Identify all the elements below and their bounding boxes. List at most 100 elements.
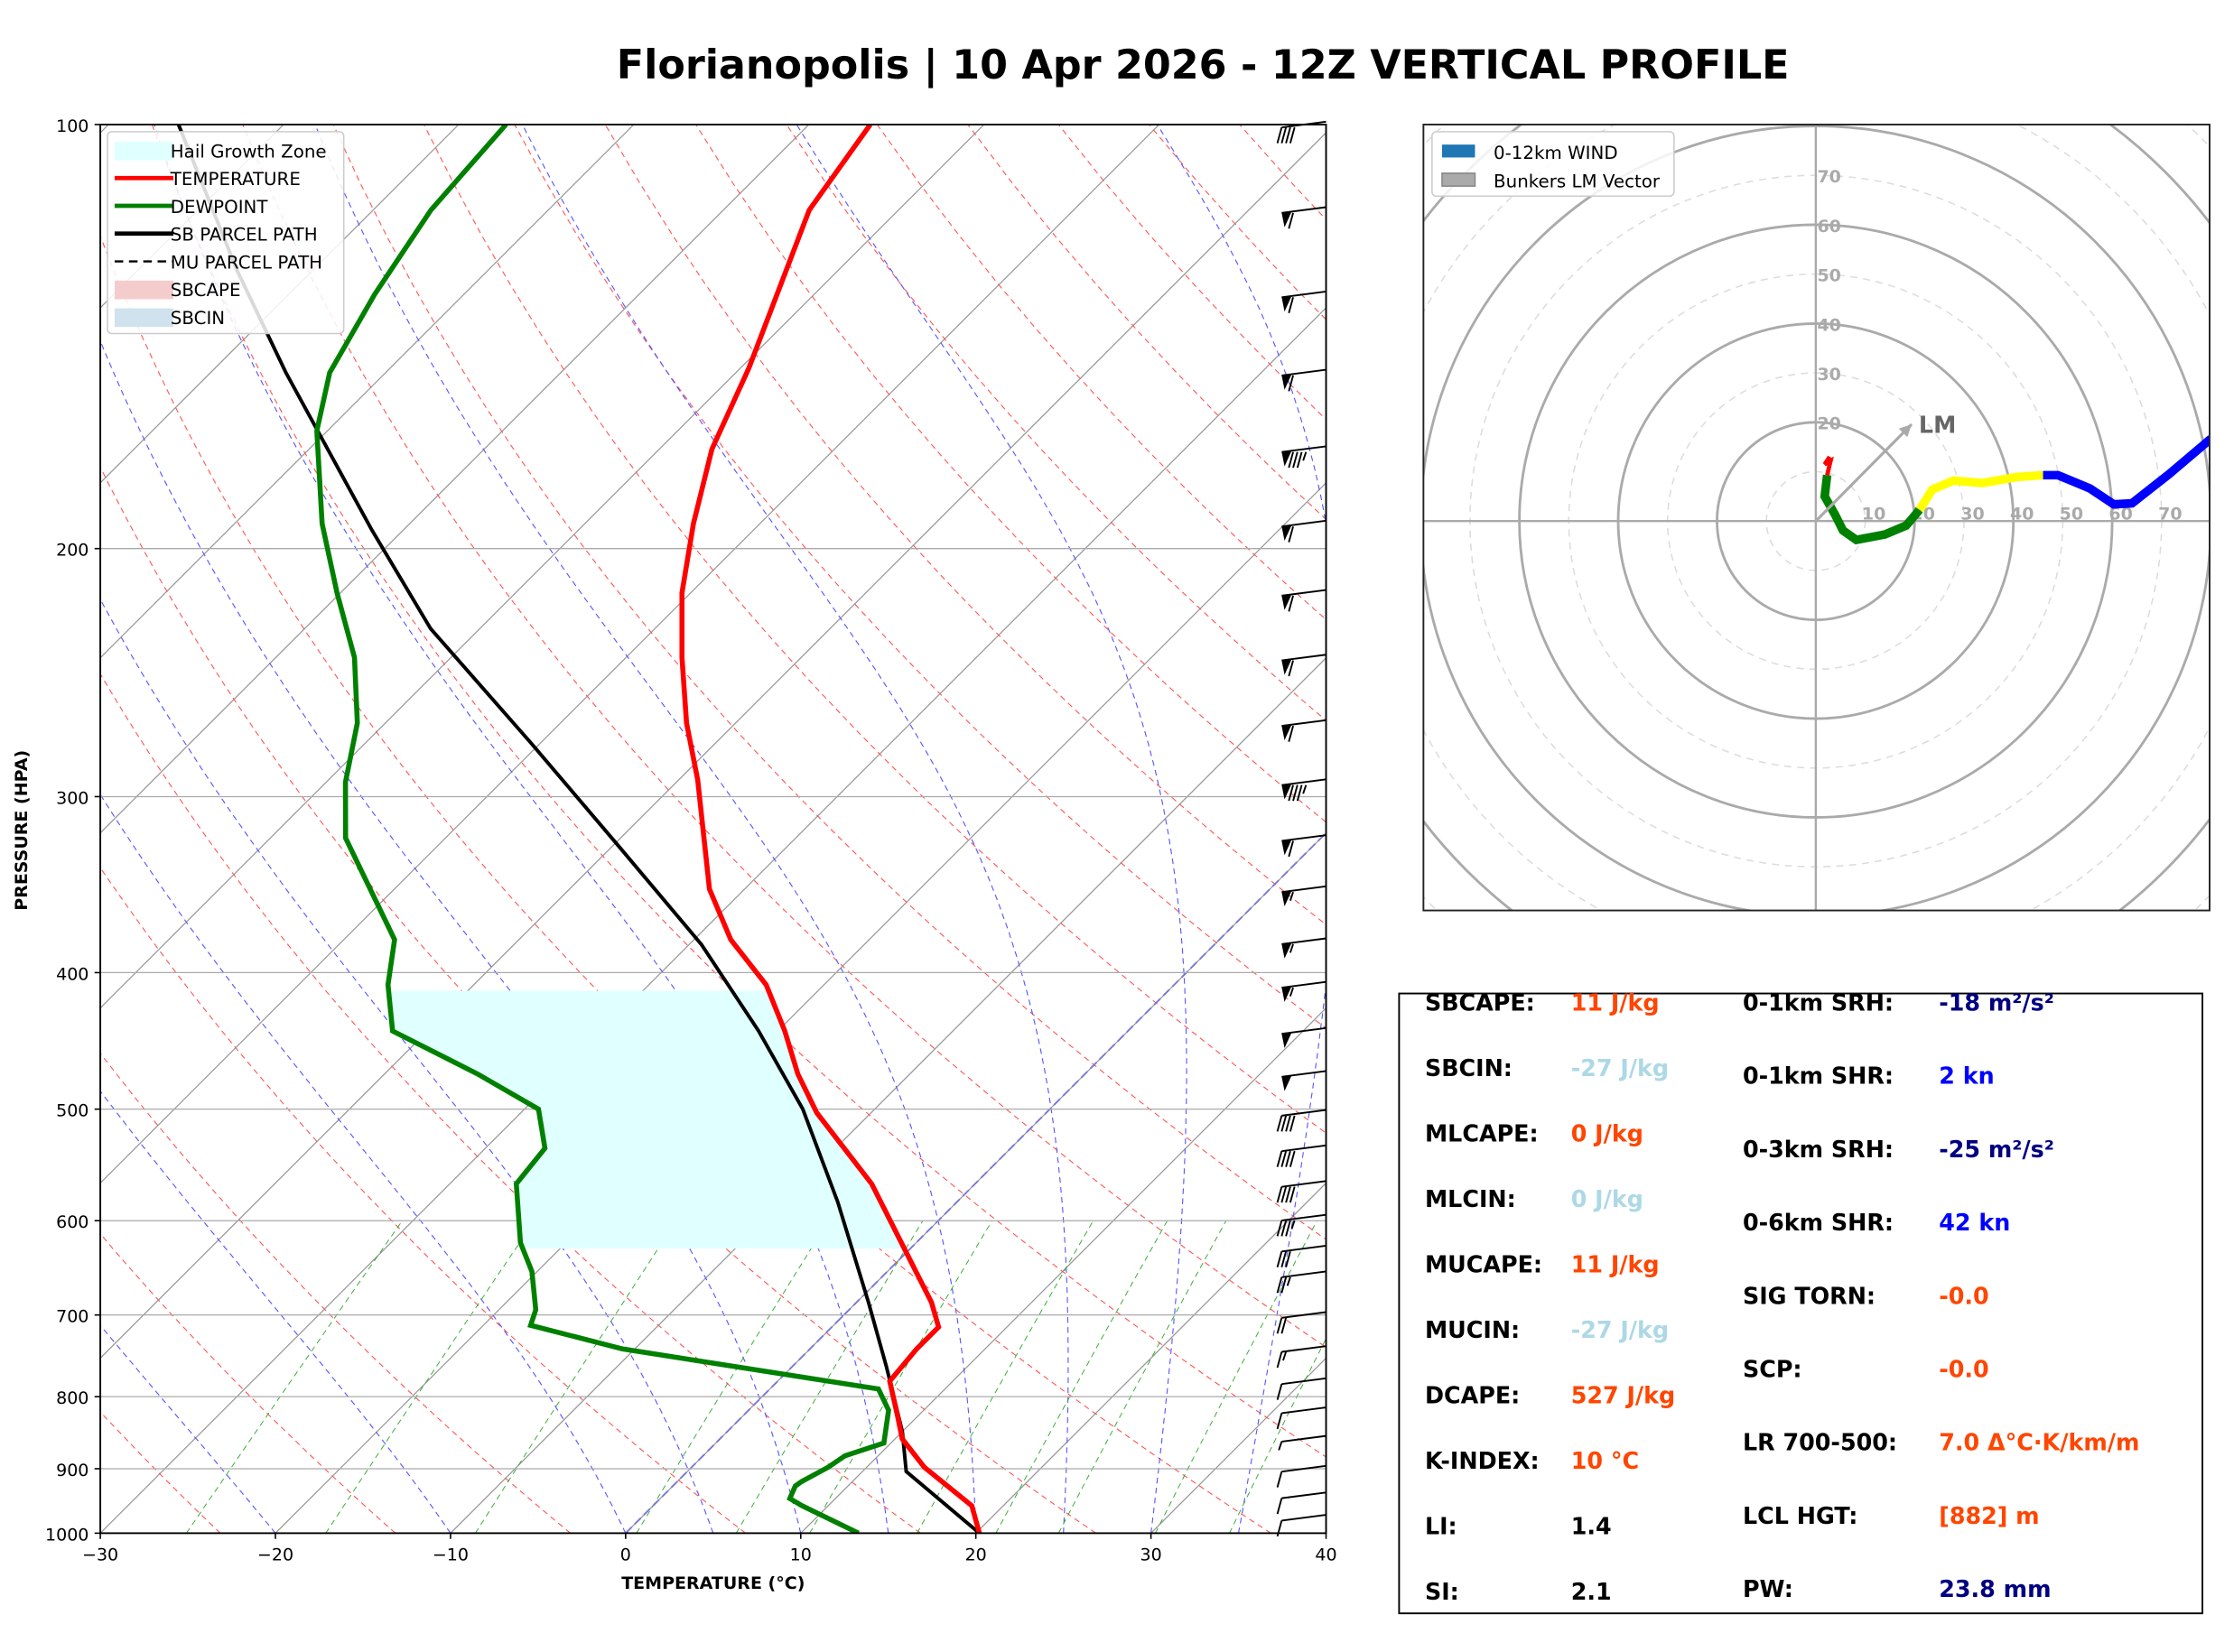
moist-adiabat bbox=[100, 598, 714, 1534]
isotherm bbox=[625, 831, 1326, 1534]
ring-label-y: 40 bbox=[1817, 315, 1840, 335]
stat-value: 11 J/kg bbox=[1571, 989, 1660, 1016]
ring-label-x: 10 bbox=[1862, 505, 1885, 524]
figure-title: Florianopolis | 10 Apr 2026 - 12Z VERTIC… bbox=[617, 42, 1790, 88]
wind-barb bbox=[1281, 834, 1326, 858]
wind-barb bbox=[1281, 719, 1326, 742]
hodograph-segment bbox=[2043, 435, 2210, 509]
ring-label-x: 60 bbox=[2108, 505, 2132, 524]
stat-label: 0-1km SHR: bbox=[1743, 1063, 1894, 1090]
hodograph-legend: 0-12km WIND Bunkers LM Vector bbox=[1431, 131, 1675, 198]
y-axis-label: PRESSURE (HPA) bbox=[12, 750, 32, 911]
wind-barb bbox=[1281, 885, 1326, 907]
hodograph-frame bbox=[1422, 124, 2211, 912]
wind-barb bbox=[1281, 937, 1326, 959]
stat-value: [882] m bbox=[1939, 1502, 2039, 1529]
dry-adiabat bbox=[514, 124, 1326, 1029]
legend-item: SB PARCEL PATH bbox=[114, 225, 318, 246]
legend-label: SBCIN bbox=[171, 308, 225, 329]
x-tick-label: 0 bbox=[620, 1545, 631, 1565]
wind-barb bbox=[1276, 1244, 1326, 1267]
mixing-ratio-line bbox=[1155, 1220, 1317, 1534]
isotherm bbox=[975, 1182, 1326, 1534]
stat-label: SIG TORN: bbox=[1743, 1282, 1876, 1309]
mixing-ratio-line bbox=[1057, 1220, 1227, 1534]
stat-value: 11 J/kg bbox=[1571, 1250, 1660, 1277]
wind-barb bbox=[1281, 368, 1326, 392]
moist-adiabat bbox=[796, 124, 1187, 1534]
dry-adiabat bbox=[100, 235, 1271, 1534]
hodograph-segment bbox=[1822, 455, 1834, 476]
ring-label-y: 30 bbox=[1817, 365, 1840, 385]
stat-label: SI: bbox=[1425, 1578, 1459, 1605]
stat-label: 0-6km SHR: bbox=[1743, 1209, 1894, 1236]
wind-barb bbox=[1276, 1406, 1326, 1430]
temperature-line bbox=[679, 124, 982, 1534]
stat-label: 0-3km SRH: bbox=[1743, 1136, 1894, 1163]
skewt-profiles bbox=[176, 124, 982, 1534]
ring-label-y: 20 bbox=[1817, 414, 1840, 434]
dry-adiabat bbox=[100, 466, 1096, 1534]
wind-barb bbox=[1276, 1270, 1326, 1294]
moist-adiabat bbox=[100, 1324, 276, 1534]
mixing-ratio-line bbox=[636, 1220, 830, 1534]
mixing-ratio-line bbox=[995, 1220, 1168, 1534]
mixing-ratio-line bbox=[809, 1220, 993, 1534]
dry-adiabat bbox=[151, 124, 1326, 1458]
sb-parcel-path bbox=[176, 124, 981, 1534]
wind-barb bbox=[1276, 1213, 1326, 1237]
legend-label: TEMPERATURE bbox=[170, 169, 301, 190]
wind-barb bbox=[1281, 980, 1326, 1002]
legend-label: Bunkers LM Vector bbox=[1494, 172, 1661, 192]
legend-swatch bbox=[114, 280, 173, 300]
legend-item: MU PARCEL PATH bbox=[114, 252, 322, 273]
y-tick-label: 1000 bbox=[45, 1525, 88, 1545]
wind-barb bbox=[1281, 445, 1326, 469]
y-tick-label: 100 bbox=[56, 116, 88, 136]
legend-label: SBCAPE bbox=[171, 280, 241, 301]
wind-barb bbox=[1276, 1311, 1326, 1334]
legend-swatch bbox=[1441, 172, 1476, 187]
ring-label-y: 50 bbox=[1817, 266, 1840, 286]
stat-value: 527 J/kg bbox=[1571, 1381, 1675, 1408]
legend-label: Hail Growth Zone bbox=[171, 141, 327, 162]
dry-adiabat bbox=[100, 1052, 572, 1534]
x-tick-label: 30 bbox=[1140, 1545, 1162, 1565]
isotherm bbox=[275, 481, 1326, 1534]
stats-frame bbox=[1398, 992, 2203, 1615]
skewt-grid bbox=[100, 124, 1326, 1535]
stat-label: SCP: bbox=[1743, 1356, 1802, 1383]
ring-label-y: 60 bbox=[1817, 217, 1840, 237]
stat-value: -25 m²/s² bbox=[1939, 1136, 2054, 1163]
legend-item: DEWPOINT bbox=[114, 197, 268, 218]
moist-adiabat bbox=[314, 124, 977, 1534]
wind-barb bbox=[1276, 1491, 1326, 1515]
wind-barb bbox=[1276, 1144, 1326, 1167]
stat-label: 0-1km SRH: bbox=[1743, 989, 1894, 1016]
wind-barb bbox=[1281, 778, 1326, 802]
moist-adiabat bbox=[100, 1090, 451, 1534]
y-tick-label: 300 bbox=[56, 788, 88, 808]
ring-label-y: 70 bbox=[1817, 167, 1840, 187]
ring-label-x: 40 bbox=[2010, 505, 2034, 524]
moist-adiabat bbox=[522, 124, 1069, 1534]
stat-label: LR 700-500: bbox=[1743, 1429, 1897, 1456]
x-axis-label: TEMPERATURE (°C) bbox=[621, 1573, 805, 1593]
wind-barb bbox=[1281, 206, 1326, 229]
isotherm bbox=[800, 1007, 1326, 1534]
bunkers-lm-arrowhead bbox=[1898, 423, 1913, 438]
stat-value: 0 J/kg bbox=[1571, 1185, 1643, 1212]
stat-label: K-INDEX: bbox=[1425, 1447, 1540, 1474]
isotherm bbox=[100, 132, 1326, 1360]
x-tick-label: 20 bbox=[965, 1545, 987, 1565]
wind-barb bbox=[1276, 1180, 1326, 1203]
skewt-background-lines bbox=[100, 124, 1326, 1534]
hodograph-segment bbox=[1820, 474, 1923, 545]
moist-adiabat bbox=[154, 124, 889, 1534]
isotherm bbox=[450, 656, 1326, 1534]
isotherm bbox=[100, 124, 810, 834]
ring-label-x: 70 bbox=[2158, 505, 2182, 524]
wind-barb bbox=[1281, 589, 1326, 612]
